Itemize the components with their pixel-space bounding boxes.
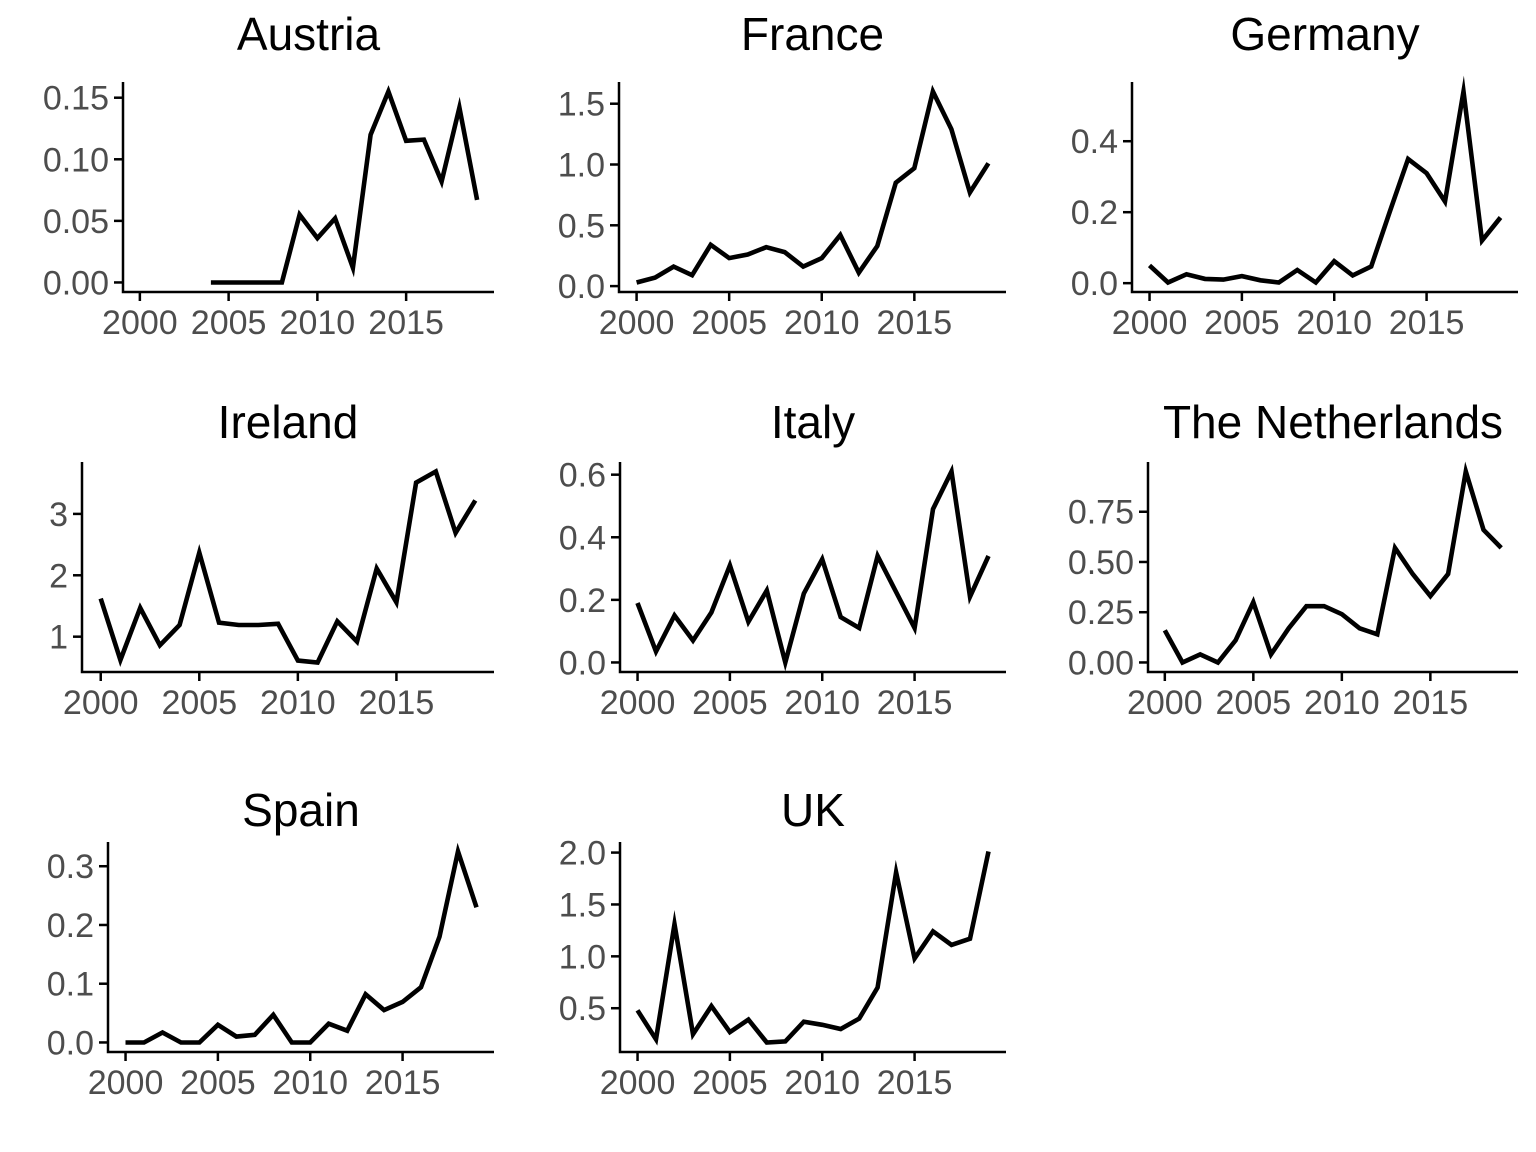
facet-title-france: France: [741, 8, 884, 60]
y-tick-label: 0.4: [559, 519, 606, 557]
data-line-series: [210, 85, 480, 285]
y-tick-label: 0.3: [47, 848, 94, 886]
y-tick-label: 0.1: [47, 966, 94, 1004]
axis-lines: [121, 82, 494, 294]
y-tick-label: 0.00: [43, 264, 109, 302]
y-tick-label: 0.2: [47, 907, 94, 945]
x-tick-label: 2010: [784, 684, 860, 722]
x-tick-label: 2000: [600, 684, 676, 722]
x-tick-label: 2005: [692, 684, 768, 722]
y-tick-label: 1: [49, 619, 68, 657]
y-tick-label: 0.05: [43, 203, 109, 241]
data-line-series: [635, 463, 991, 672]
x-tick-label: 2015: [365, 1064, 441, 1102]
x-tick-label: 2005: [180, 1064, 256, 1102]
x-tick-label: 2010: [784, 1064, 860, 1102]
facet-title-germany: Germany: [1230, 8, 1419, 60]
x-tick-label: 2005: [1216, 684, 1292, 722]
x-tick-label: 2005: [692, 1064, 768, 1102]
x-tick-label: 2005: [161, 684, 237, 722]
y-tick-label: 0.0: [559, 644, 606, 682]
y-tick-label: 2: [49, 557, 68, 595]
x-tick-label: 2015: [1393, 684, 1469, 722]
y-tick-label: 0.15: [43, 80, 109, 118]
x-tick-label: 2010: [280, 304, 356, 342]
y-tick-label: 0.4: [1071, 123, 1118, 161]
axis-lines: [106, 842, 494, 1054]
facet-title-netherlands: The Netherlands: [1163, 396, 1503, 448]
y-tick-label: 1.5: [558, 86, 605, 124]
axis-lines: [1146, 462, 1518, 674]
facet-chart-france: France 0.0 0.5 1.0 1.5 2000 2005 2010 2015: [558, 8, 1006, 342]
axis-lines: [618, 462, 1006, 674]
facet-chart-netherlands: The Netherlands 0.00 0.25 0.50 0.75 2000 2005 2…: [1068, 396, 1518, 722]
x-tick-label: 2010: [260, 684, 336, 722]
data-line-series: [98, 468, 478, 667]
facet-title-italy: Italy: [771, 396, 855, 448]
y-tick-label: 0.0: [558, 268, 605, 306]
x-tick-label: 2010: [784, 304, 860, 342]
facet-chart-ireland: Ireland 1 2 3 2000 2005 2010 2015: [49, 396, 494, 722]
x-tick-label: 2010: [1296, 304, 1372, 342]
x-tick-label: 2010: [272, 1064, 348, 1102]
facet-chart-uk: UK 0.5 1.0 1.5 2.0 2000 2005 2010 2015: [559, 784, 1006, 1102]
y-tick-label: 0.10: [43, 141, 109, 179]
x-tick-label: 2000: [88, 1064, 164, 1102]
y-tick-label: 0.00: [1068, 644, 1134, 682]
facet-title-ireland: Ireland: [218, 396, 359, 448]
facet-title-austria: Austria: [237, 8, 381, 60]
data-line-series: [636, 84, 991, 285]
y-tick-label: 1.0: [559, 938, 606, 976]
x-tick-label: 2000: [599, 304, 675, 342]
x-tick-label: 2015: [877, 304, 953, 342]
data-line-series: [1162, 461, 1503, 666]
data-line-series: [1147, 75, 1503, 286]
y-tick-label: 0.6: [559, 457, 606, 495]
axis-lines: [80, 462, 494, 674]
y-tick-label: 2.0: [559, 835, 606, 873]
facet-chart-austria: Austria 0.00 0.05 0.10 0.15 2000 2005 2010 2015: [43, 8, 494, 342]
x-tick-label: 2015: [368, 304, 444, 342]
facet-chart-italy: Italy 0.0 0.2 0.4 0.6 2000 2005 2010 2015: [559, 396, 1006, 722]
y-tick-label: 0.0: [47, 1024, 94, 1062]
y-tick-label: 0.50: [1068, 544, 1134, 582]
facet-chart-spain: Spain 0.0 0.1 0.2 0.3 2000 2005 2010 2015: [47, 784, 494, 1102]
x-tick-label: 2005: [1204, 304, 1280, 342]
axis-lines: [617, 82, 1006, 294]
x-tick-label: 2000: [600, 1064, 676, 1102]
y-tick-label: 0.2: [559, 582, 606, 620]
x-tick-label: 2005: [691, 304, 767, 342]
x-tick-label: 2000: [1112, 304, 1188, 342]
y-tick-label: 0.75: [1068, 494, 1134, 532]
data-line-series: [635, 851, 991, 1046]
x-tick-label: 2015: [359, 684, 435, 722]
data-line-series: [125, 842, 479, 1045]
y-tick-label: 1.5: [559, 886, 606, 924]
x-tick-label: 2015: [877, 684, 953, 722]
facet-title-uk: UK: [781, 784, 845, 836]
x-tick-label: 2015: [877, 1064, 953, 1102]
x-tick-label: 2000: [102, 304, 178, 342]
axis-lines: [618, 842, 1006, 1054]
facet-chart-germany: Germany 0.0 0.2 0.4 2000 2005 2010 2015: [1071, 8, 1518, 342]
x-tick-label: 2015: [1389, 304, 1465, 342]
facet-title-spain: Spain: [242, 784, 360, 836]
y-tick-label: 1.0: [558, 147, 605, 185]
x-tick-label: 2010: [1304, 684, 1380, 722]
y-tick-label: 0.0: [1071, 265, 1118, 303]
y-tick-label: 0.5: [559, 990, 606, 1028]
y-tick-label: 0.25: [1068, 594, 1134, 632]
x-tick-label: 2000: [63, 684, 139, 722]
x-tick-label: 2000: [1127, 684, 1203, 722]
y-tick-label: 0.5: [558, 207, 605, 245]
axis-lines: [1130, 82, 1518, 294]
y-tick-label: 0.2: [1071, 194, 1118, 232]
x-tick-label: 2005: [191, 304, 267, 342]
y-tick-label: 3: [49, 496, 68, 534]
